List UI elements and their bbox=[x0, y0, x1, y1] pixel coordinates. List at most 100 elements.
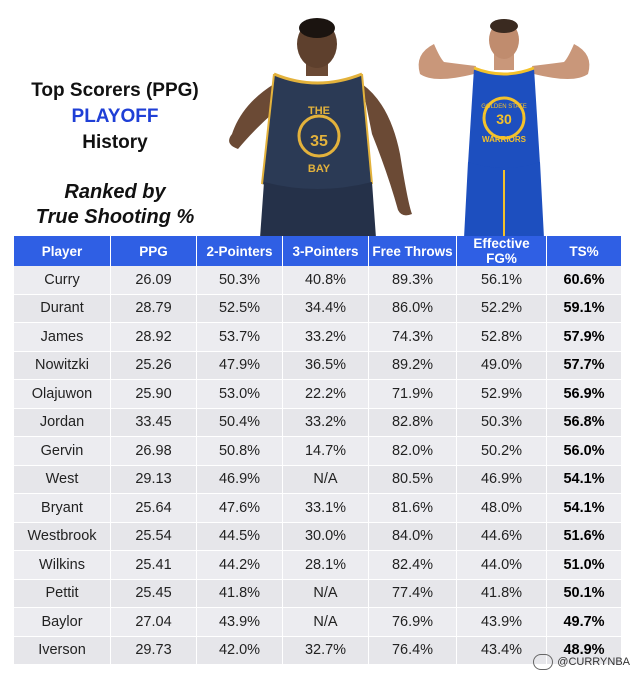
table-cell: 41.8% bbox=[196, 579, 283, 608]
subtitle-line-1: Ranked by bbox=[64, 181, 166, 203]
table-cell: 29.73 bbox=[110, 636, 197, 665]
table-cell: 82.8% bbox=[368, 408, 457, 437]
table-cell: 71.9% bbox=[368, 379, 457, 409]
table-body: Curry 26.09 50.3% 40.8% 89.3% 56.1% 60.6% Duran… bbox=[13, 266, 622, 665]
column-header: Effective FG% bbox=[456, 236, 547, 266]
table-cell: 56.1% bbox=[456, 266, 547, 295]
table-cell: 56.9% bbox=[546, 379, 622, 409]
table-cell: 50.4% bbox=[196, 408, 283, 437]
player-name-cell: Wilkins bbox=[13, 550, 111, 580]
table-cell: 34.4% bbox=[282, 294, 369, 323]
table-row: Wilkins 25.41 44.2% 28.1% 82.4% 44.0% 51.0% bbox=[13, 550, 622, 580]
player-name-cell: Nowitzki bbox=[13, 351, 111, 380]
table-cell: 26.09 bbox=[110, 266, 197, 295]
durant-jersey-text: THE bbox=[308, 105, 330, 117]
player-name-cell: Baylor bbox=[13, 607, 111, 637]
subtitle-line-2: True Shooting % bbox=[35, 206, 195, 228]
table-row: Westbrook 25.54 44.5% 30.0% 84.0% 44.6% 51.6% bbox=[13, 522, 622, 551]
table-cell: 44.2% bbox=[196, 550, 283, 580]
table-cell: 50.2% bbox=[456, 436, 547, 466]
table-cell: 41.8% bbox=[456, 579, 547, 608]
table-cell: 74.3% bbox=[368, 322, 457, 352]
table-cell: 44.6% bbox=[456, 522, 547, 551]
table-cell: 50.1% bbox=[546, 579, 622, 608]
table-cell: 44.0% bbox=[456, 550, 547, 580]
durant-photo: THE 35 BAY bbox=[212, 14, 422, 238]
table-cell: 54.1% bbox=[546, 465, 622, 494]
table-cell: 40.8% bbox=[282, 266, 369, 295]
player-name-cell: Iverson bbox=[13, 636, 111, 665]
table-row: Bryant 25.64 47.6% 33.1% 81.6% 48.0% 54.1% bbox=[13, 493, 622, 523]
table-cell: 33.45 bbox=[110, 408, 197, 437]
table-cell: N/A bbox=[282, 465, 369, 494]
table-cell: 46.9% bbox=[196, 465, 283, 494]
table-cell: 42.0% bbox=[196, 636, 283, 665]
player-name-cell: Jordan bbox=[13, 408, 111, 437]
table-cell: 44.5% bbox=[196, 522, 283, 551]
table-cell: 89.3% bbox=[368, 266, 457, 295]
table-cell: 43.9% bbox=[456, 607, 547, 637]
curry-jersey-number: 30 bbox=[496, 111, 512, 127]
chat-bubble-icon bbox=[533, 654, 554, 670]
table-cell: 43.9% bbox=[196, 607, 283, 637]
stats-table: Player PPG 2-Pointers 3-Pointers Free Throws… bbox=[13, 236, 622, 665]
watermark: @CURRYNBA bbox=[533, 654, 630, 670]
table-row: Nowitzki 25.26 47.9% 36.5% 89.2% 49.0% 57.7% bbox=[13, 351, 622, 380]
curry-photo: GOLDEN STATE 30 WARRIORS bbox=[404, 14, 604, 238]
table-cell: 28.92 bbox=[110, 322, 197, 352]
table-cell: 56.8% bbox=[546, 408, 622, 437]
table-cell: 50.3% bbox=[456, 408, 547, 437]
table-cell: 26.98 bbox=[110, 436, 197, 466]
table-cell: 51.0% bbox=[546, 550, 622, 580]
table-row: Olajuwon 25.90 53.0% 22.2% 71.9% 52.9% 56.9% bbox=[13, 379, 622, 409]
player-name-cell: Curry bbox=[13, 266, 111, 295]
table-cell: 25.26 bbox=[110, 351, 197, 380]
table-cell: 48.9% bbox=[546, 636, 622, 665]
table-cell: 52.8% bbox=[456, 322, 547, 352]
table-cell: 46.9% bbox=[456, 465, 547, 494]
player-name-cell: Olajuwon bbox=[13, 379, 111, 409]
table-cell: 47.9% bbox=[196, 351, 283, 380]
svg-text:GOLDEN STATE: GOLDEN STATE bbox=[481, 104, 526, 110]
table-row: Curry 26.09 50.3% 40.8% 89.3% 56.1% 60.6% bbox=[13, 266, 622, 295]
table-cell: N/A bbox=[282, 579, 369, 608]
table-row: Pettit 25.45 41.8% N/A 77.4% 41.8% 50.1% bbox=[13, 579, 622, 608]
column-header: 2-Pointers bbox=[196, 236, 283, 266]
table-cell: 52.5% bbox=[196, 294, 283, 323]
title-block: Top Scorers (PPG) PLAYOFF History bbox=[10, 78, 220, 156]
table-cell: 50.8% bbox=[196, 436, 283, 466]
curry-jersey-text: WARRIORS bbox=[482, 135, 527, 144]
player-name-cell: West bbox=[13, 465, 111, 494]
table-cell: 82.4% bbox=[368, 550, 457, 580]
table-row: Baylor 27.04 43.9% N/A 76.9% 43.9% 49.7% bbox=[13, 607, 622, 637]
table-cell: 32.7% bbox=[282, 636, 369, 665]
column-header: 3-Pointers bbox=[282, 236, 369, 266]
table-cell: N/A bbox=[282, 607, 369, 637]
table-cell: 53.0% bbox=[196, 379, 283, 409]
table-cell: 25.54 bbox=[110, 522, 197, 551]
column-header: Free Throws bbox=[368, 236, 457, 266]
table-cell: 76.9% bbox=[368, 607, 457, 637]
table-row: Durant 28.79 52.5% 34.4% 86.0% 52.2% 59.1% bbox=[13, 294, 622, 323]
title-line-3: History bbox=[82, 132, 148, 153]
table-cell: 80.5% bbox=[368, 465, 457, 494]
table-row: West 29.13 46.9% N/A 80.5% 46.9% 54.1% bbox=[13, 465, 622, 494]
table-cell: 51.6% bbox=[546, 522, 622, 551]
table-cell: 27.04 bbox=[110, 607, 197, 637]
table-cell: 52.2% bbox=[456, 294, 547, 323]
column-header: PPG bbox=[110, 236, 197, 266]
table-cell: 59.1% bbox=[546, 294, 622, 323]
table-cell: 28.79 bbox=[110, 294, 197, 323]
table-cell: 57.7% bbox=[546, 351, 622, 380]
table-cell: 47.6% bbox=[196, 493, 283, 523]
table-cell: 56.0% bbox=[546, 436, 622, 466]
title-line-2: PLAYOFF bbox=[71, 106, 159, 127]
player-name-cell: Westbrook bbox=[13, 522, 111, 551]
table-header-row: Player PPG 2-Pointers 3-Pointers Free Throws… bbox=[13, 236, 622, 266]
table-cell: 33.2% bbox=[282, 408, 369, 437]
player-name-cell: Pettit bbox=[13, 579, 111, 608]
player-name-cell: Bryant bbox=[13, 493, 111, 523]
table-cell: 25.90 bbox=[110, 379, 197, 409]
table-cell: 25.45 bbox=[110, 579, 197, 608]
table-cell: 36.5% bbox=[282, 351, 369, 380]
